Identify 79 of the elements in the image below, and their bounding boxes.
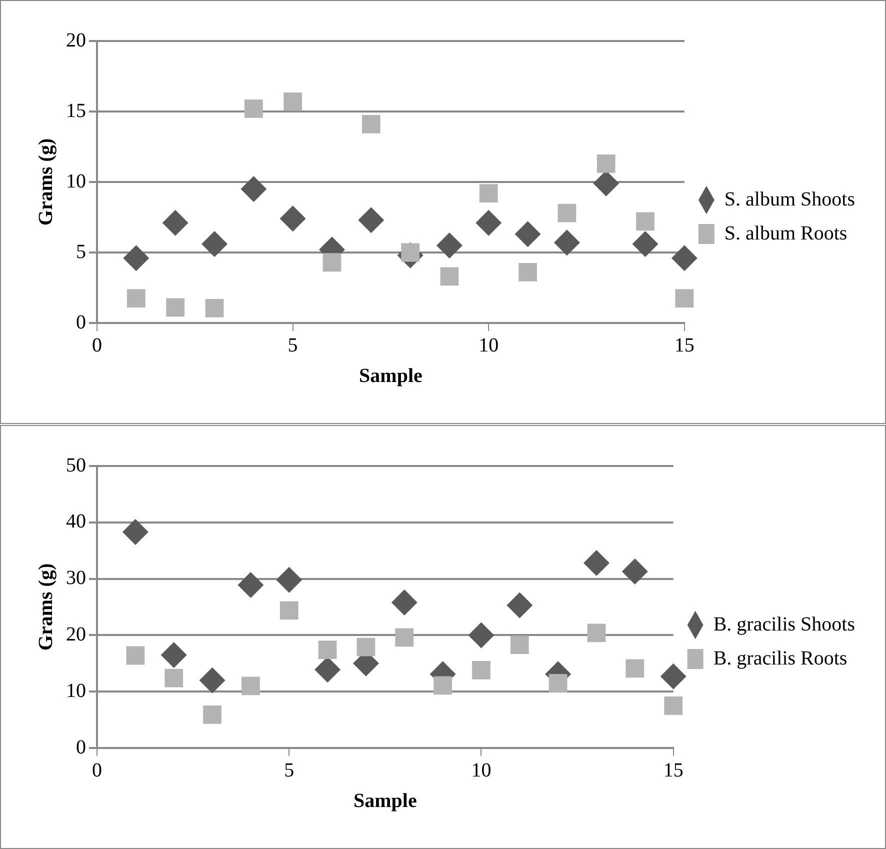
point bbox=[636, 212, 654, 231]
point bbox=[126, 646, 145, 665]
point bbox=[164, 668, 184, 688]
point bbox=[160, 642, 187, 668]
point bbox=[280, 206, 306, 232]
y-tick-label: 0 bbox=[76, 311, 86, 334]
point bbox=[587, 624, 606, 642]
x-tick-label: 10 bbox=[471, 759, 492, 782]
point bbox=[626, 659, 644, 678]
x-axis-title: Sample bbox=[359, 365, 423, 388]
point bbox=[238, 572, 264, 598]
point bbox=[240, 176, 267, 202]
y-tick-label: 40 bbox=[66, 510, 86, 533]
x-tick-label: 0 bbox=[92, 759, 102, 782]
x-tick-label: 15 bbox=[663, 759, 684, 782]
point bbox=[126, 289, 146, 308]
point bbox=[201, 231, 228, 258]
point bbox=[518, 263, 537, 282]
y-tick-label: 10 bbox=[66, 170, 86, 192]
y-axis-title: Grams (g) bbox=[35, 138, 58, 226]
point bbox=[472, 660, 490, 680]
point bbox=[596, 154, 616, 173]
point bbox=[671, 245, 698, 272]
legend-label: B. gracilis Roots bbox=[713, 647, 848, 670]
point bbox=[506, 592, 533, 618]
y-axis-title: Grams (g) bbox=[35, 563, 58, 651]
point bbox=[280, 601, 298, 620]
point bbox=[322, 253, 342, 272]
point bbox=[479, 184, 498, 202]
point bbox=[362, 115, 380, 134]
point bbox=[395, 628, 414, 647]
point bbox=[356, 638, 376, 656]
x-tick-label: 5 bbox=[288, 334, 298, 356]
point bbox=[558, 204, 576, 222]
y-tick-label: 0 bbox=[76, 736, 86, 758]
legend-label: B. gracilis Shoots bbox=[713, 613, 856, 636]
point bbox=[203, 706, 222, 724]
point bbox=[434, 676, 452, 695]
point bbox=[391, 589, 418, 616]
point bbox=[675, 289, 694, 308]
point bbox=[358, 207, 384, 234]
point bbox=[244, 99, 263, 118]
point bbox=[199, 667, 226, 694]
point bbox=[514, 221, 541, 248]
x-tick-label: 15 bbox=[674, 334, 694, 356]
x-tick-label: 0 bbox=[92, 334, 102, 356]
point bbox=[468, 622, 494, 648]
legend-label: S. album Shoots bbox=[724, 188, 856, 210]
y-tick-label: 20 bbox=[66, 29, 86, 52]
point bbox=[276, 566, 302, 593]
point bbox=[123, 245, 150, 272]
x-tick-label: 10 bbox=[478, 334, 499, 356]
point bbox=[284, 92, 302, 111]
x-axis-title: Sample bbox=[353, 790, 417, 812]
y-tick-label: 20 bbox=[66, 623, 86, 646]
point bbox=[548, 674, 568, 692]
point bbox=[241, 676, 260, 696]
point bbox=[122, 518, 148, 545]
point bbox=[476, 210, 502, 236]
point bbox=[166, 298, 185, 317]
point bbox=[436, 232, 462, 258]
point bbox=[205, 299, 224, 318]
point bbox=[583, 550, 610, 576]
point bbox=[660, 663, 686, 690]
y-tick-label: 50 bbox=[66, 454, 86, 476]
point bbox=[510, 636, 529, 654]
point bbox=[554, 230, 580, 256]
point bbox=[664, 696, 683, 715]
legend-label: S. album Roots bbox=[724, 222, 848, 244]
y-tick-label: 5 bbox=[76, 240, 86, 263]
point bbox=[622, 558, 648, 584]
x-tick-label: 5 bbox=[284, 759, 294, 782]
point bbox=[632, 231, 658, 258]
point bbox=[440, 267, 459, 286]
y-tick-label: 15 bbox=[66, 100, 86, 122]
point bbox=[162, 210, 188, 236]
y-tick-label: 10 bbox=[66, 680, 86, 702]
point bbox=[318, 640, 337, 660]
y-tick-label: 30 bbox=[66, 567, 86, 590]
